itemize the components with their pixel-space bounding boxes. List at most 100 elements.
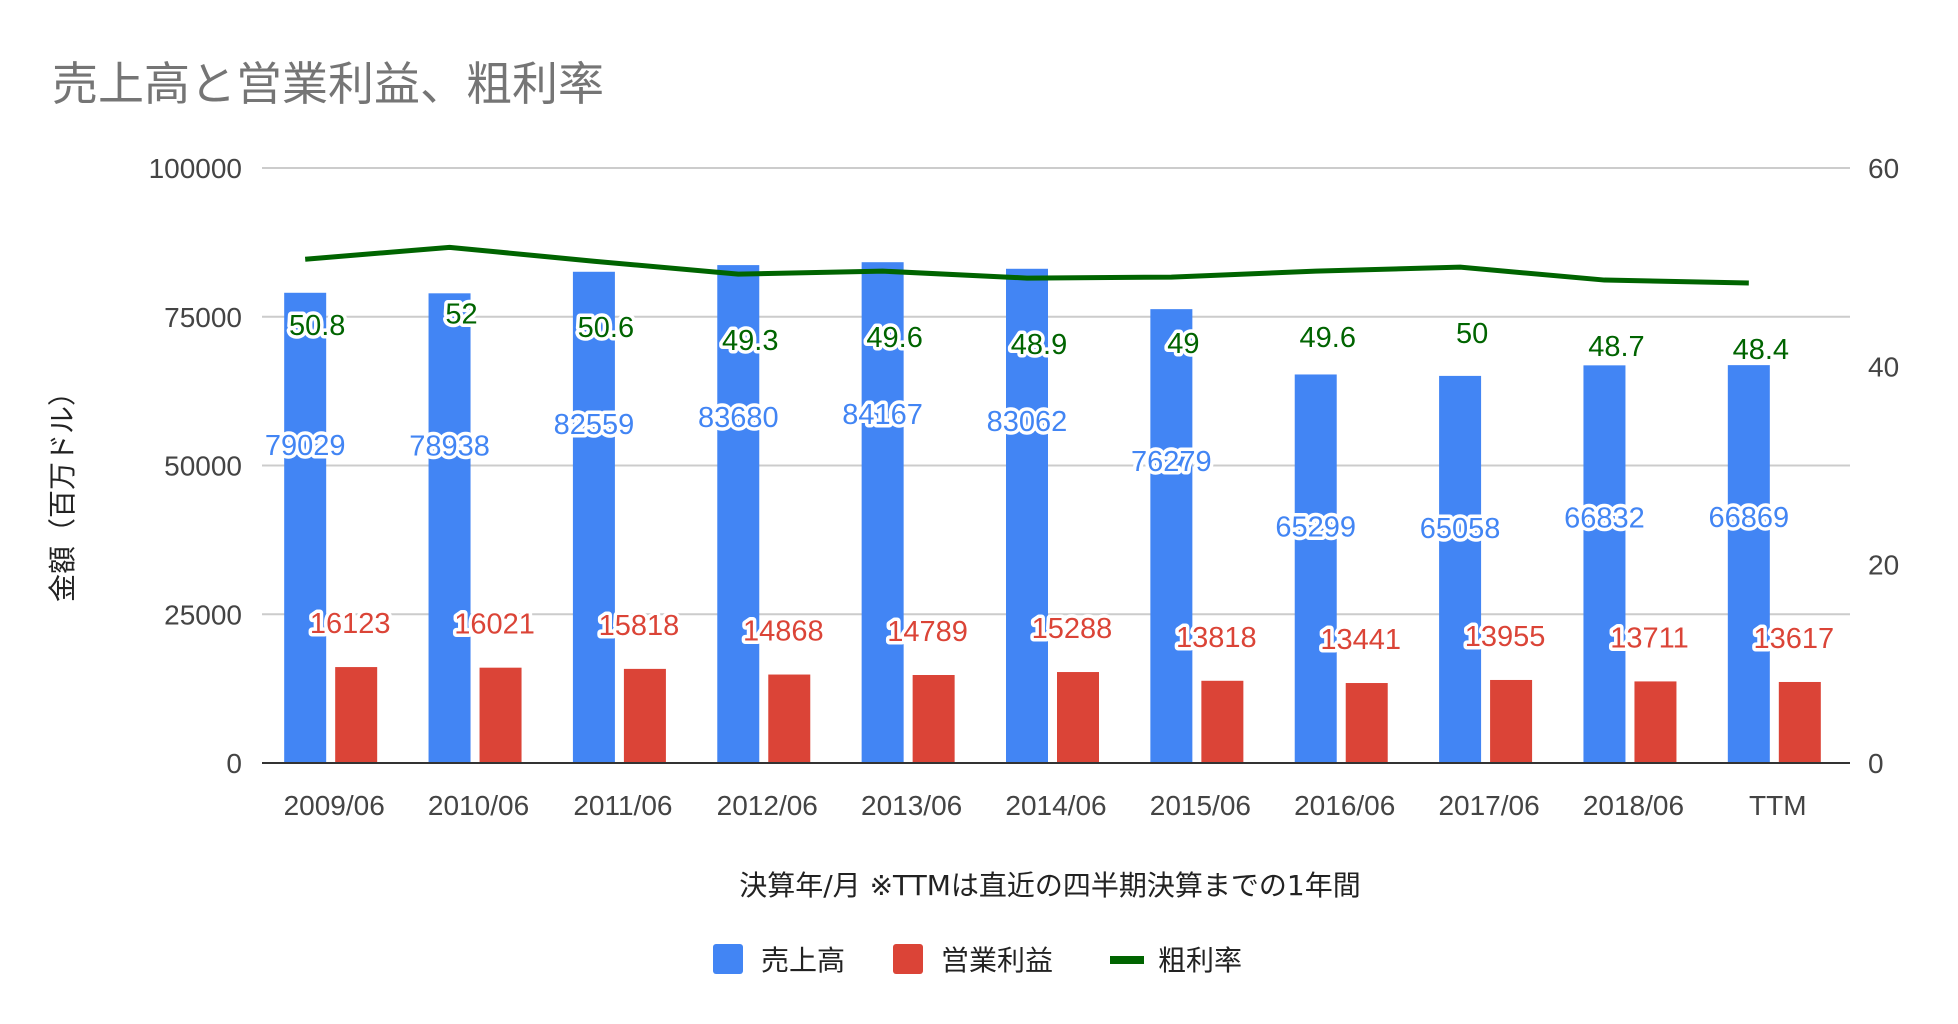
profit-bar (335, 667, 378, 763)
profit-bar (1778, 681, 1821, 763)
profit-label-halo: 13711 (1610, 622, 1689, 654)
right-axis: 0 20 40 60 (1868, 153, 1899, 779)
margin-label-halo: 49 (1167, 328, 1199, 360)
x-tick-label: 2012/06 (717, 790, 818, 821)
profit-bar (912, 675, 955, 763)
profit-label-halo: 14789 (887, 616, 968, 648)
x-tick-label: 2015/06 (1150, 790, 1251, 821)
sales-label-halo: 66832 (1564, 502, 1645, 534)
sales-bar (1583, 365, 1626, 763)
sales-bar (717, 265, 760, 763)
profit-label: 13617 (1753, 623, 1834, 655)
profit-label: 13441 (1320, 624, 1401, 656)
margin-label: 49.6 (866, 322, 922, 354)
sales-label-halo: 78938 (409, 430, 490, 462)
y2-tick-label: 0 (1868, 748, 1884, 779)
sales-label-halo: 66869 (1708, 502, 1789, 534)
profit-label-halo: 15818 (599, 610, 680, 642)
profit-label: 14789 (887, 616, 968, 648)
x-tick-label: 2009/06 (284, 790, 385, 821)
x-tick-label: 2010/06 (428, 790, 529, 821)
margin-label: 50 (1456, 318, 1488, 350)
y2-tick-label: 20 (1868, 550, 1899, 581)
profit-label-halo: 14868 (743, 616, 824, 648)
margin-label: 49.6 (1300, 322, 1356, 354)
sales-label: 65058 (1420, 513, 1501, 545)
x-tick-label: TTM (1749, 790, 1807, 821)
profit-label: 13711 (1610, 622, 1689, 654)
sales-bar (428, 293, 471, 763)
sales-label-halo: 82559 (554, 409, 635, 441)
profit-label: 15288 (1032, 613, 1113, 645)
sales-label-halo: 84167 (842, 399, 923, 431)
profit-bar (1634, 681, 1677, 763)
y2-tick-label: 60 (1868, 153, 1899, 184)
profit-label: 13955 (1465, 621, 1546, 653)
margin-label-halo: 49.6 (866, 322, 922, 354)
sales-label: 66869 (1708, 502, 1789, 534)
sales-label-halo: 65058 (1420, 513, 1501, 545)
profit-label: 16123 (310, 608, 391, 640)
profit-label-halo: 16123 (310, 608, 391, 640)
sales-label: 84167 (842, 399, 923, 431)
profit-bar (479, 667, 522, 763)
margin-label: 48.9 (1011, 329, 1067, 361)
legend-swatch (1110, 956, 1144, 964)
legend-label: 営業利益 (941, 944, 1053, 977)
bars (284, 262, 1821, 763)
profit-label-halo: 16021 (454, 609, 535, 641)
sales-label-halo: 79029 (265, 430, 346, 462)
sales-label: 83062 (987, 406, 1068, 438)
y-tick-label: 0 (226, 748, 242, 779)
x-axis-title: 決算年/月 ※TTMは直近の四半期決算までの1年間 (739, 869, 1361, 902)
y-tick-label: 50000 (164, 451, 242, 482)
sales-label: 66832 (1564, 502, 1645, 534)
sales-label: 65299 (1275, 511, 1356, 543)
sales-bar (284, 292, 327, 763)
x-tick-label: 2013/06 (861, 790, 962, 821)
margin-label: 52 (445, 298, 477, 330)
x-tick-label: 2016/06 (1294, 790, 1395, 821)
profit-bar (1057, 672, 1099, 763)
margin-label: 50.6 (578, 312, 634, 344)
profit-label: 14868 (743, 616, 824, 648)
profit-bar (1201, 680, 1244, 763)
sales-label: 78938 (409, 430, 490, 462)
margin-label-halo: 49.6 (1300, 322, 1356, 354)
legend-swatch (893, 944, 923, 974)
x-tick-label: 2018/06 (1583, 790, 1684, 821)
margin-label-halo: 50 (1456, 318, 1488, 350)
y-tick-label: 25000 (164, 599, 242, 630)
legend-swatch (713, 944, 743, 974)
profit-bar (768, 674, 811, 763)
margin-label-halo: 49.3 (722, 325, 778, 357)
legend-label: 粗利率 (1158, 944, 1242, 977)
margin-label: 49 (1167, 328, 1199, 360)
sales-label-halo: 83680 (698, 402, 779, 434)
profit-label-halo: 13955 (1465, 621, 1546, 653)
sales-bar (1439, 375, 1482, 763)
sales-bar (1006, 268, 1048, 763)
margin-label-halo: 48.9 (1011, 329, 1067, 361)
sales-bar (1150, 309, 1193, 763)
margin-label-halo: 48.7 (1588, 331, 1644, 363)
margin-label-halo: 48.4 (1733, 334, 1789, 366)
margin-line (304, 244, 1749, 286)
sales-label: 83680 (698, 402, 779, 434)
margin-label-halo: 52 (445, 298, 477, 330)
sales-label: 76279 (1131, 446, 1212, 478)
x-tick-label: 2014/06 (1005, 790, 1106, 821)
sales-bar (1727, 365, 1770, 763)
profit-label-halo: 13441 (1320, 624, 1401, 656)
margin-line-path (304, 244, 1749, 286)
margin-label-halo: 50.6 (578, 312, 634, 344)
y-axis-title: 金額（百万ドル） (46, 378, 79, 602)
profit-label: 15818 (599, 610, 680, 642)
legend: 売上高 営業利益 粗利率 (713, 944, 1242, 977)
margin-label: 49.3 (722, 325, 778, 357)
profit-label: 13818 (1176, 622, 1257, 654)
x-tick-label: 2011/06 (573, 790, 672, 821)
profit-label-halo: 13617 (1753, 623, 1834, 655)
